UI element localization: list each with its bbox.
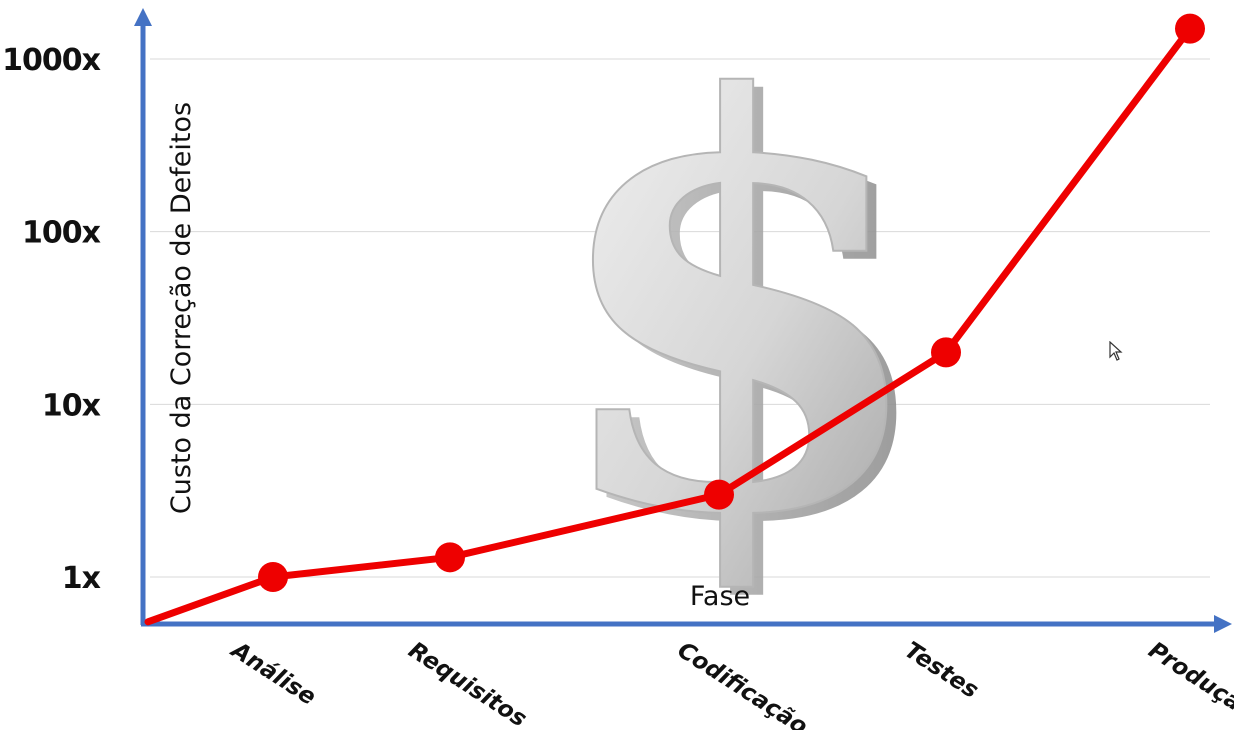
mouse-pointer-icon (1109, 341, 1123, 361)
grid-lines (150, 58, 1210, 578)
x-tick-label: Análise (225, 636, 320, 711)
y-tick-label: 1000x (2, 43, 100, 78)
y-axis-arrow-icon (134, 8, 152, 26)
y-tick-label: 100x (22, 216, 101, 251)
y-tick-label: 10x (42, 388, 101, 423)
series-line-group (144, 25, 1194, 626)
data-point (258, 562, 288, 592)
x-tick-label: Codificação (673, 637, 812, 730)
x-tick-label: Requisitos (404, 637, 531, 730)
data-points (258, 13, 1205, 592)
data-point (704, 479, 734, 510)
x-tick-label: Testes (900, 637, 983, 704)
axes (134, 8, 1232, 633)
series-line (144, 25, 1194, 626)
data-point (435, 542, 465, 573)
y-axis-ticks: 1x 10x 100x 1000x (2, 43, 101, 596)
x-axis-ticks: Análise Requisitos Codificação Testes Produç… (225, 636, 1234, 735)
svg-text:$: $ (543, 0, 933, 638)
svg-text:$: $ (553, 0, 943, 646)
y-axis-title: Custo da Correção de Defeitos (166, 102, 197, 514)
x-tick-label: Produção (1144, 637, 1234, 725)
x-axis-arrow-icon (1214, 615, 1232, 633)
data-point (1175, 13, 1205, 44)
data-point (931, 337, 961, 368)
x-axis-title: Fase (690, 581, 750, 612)
dollar-sign-icon: $ $ (542, 0, 943, 646)
y-tick-label: 1x (62, 561, 101, 596)
